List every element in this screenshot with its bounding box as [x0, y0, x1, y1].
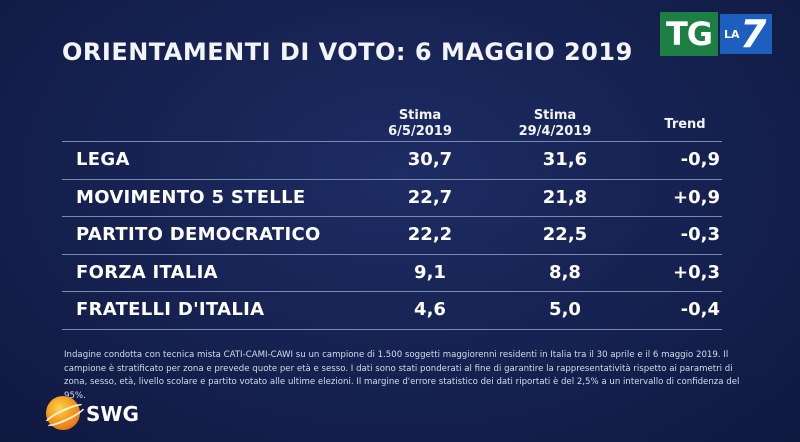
value-trend: +0,9	[673, 187, 720, 208]
column-header-line2: 29/4/2019	[518, 124, 592, 139]
value-stima-29-4-2019: 8,8	[549, 262, 581, 283]
value-trend: -0,9	[680, 149, 720, 170]
table-row-divider	[62, 291, 722, 292]
value-stima-29-4-2019: 5,0	[549, 299, 581, 320]
value-trend: +0,3	[673, 262, 720, 283]
column-header-line1: Stima	[533, 108, 577, 123]
party-name: PARTITO DEMOCRATICO	[76, 224, 321, 245]
la7-logo-seven: 7	[740, 12, 767, 56]
swg-brand-text: SWG	[86, 402, 139, 426]
party-name: FRATELLI D'ITALIA	[76, 299, 265, 320]
party-name: MOVIMENTO 5 STELLE	[76, 187, 306, 208]
column-header-line1: Stima	[398, 108, 442, 123]
value-trend: -0,4	[680, 299, 720, 320]
swg-globe-icon	[46, 396, 80, 430]
table-row-divider	[62, 254, 722, 255]
value-stima-6-5-2019: 30,7	[407, 149, 453, 170]
value-stima-6-5-2019: 22,2	[407, 224, 453, 245]
column-header-line2: 6/5/2019	[388, 124, 452, 139]
party-name: FORZA ITALIA	[76, 262, 218, 283]
column-header-trend: Trend	[640, 117, 730, 133]
value-stima-29-4-2019: 21,8	[542, 187, 588, 208]
table-row-divider	[62, 216, 722, 217]
table-row-divider	[62, 329, 722, 330]
table-row-divider	[62, 141, 722, 142]
column-header-stima-current: Stima 6/5/2019	[365, 108, 475, 140]
la7-logo-mark: LA 7	[720, 12, 772, 56]
value-stima-6-5-2019: 22,7	[407, 187, 453, 208]
party-name: LEGA	[76, 149, 130, 170]
tg-la7-logo: TG LA 7	[660, 12, 772, 60]
page-title: ORIENTAMENTI DI VOTO: 6 MAGGIO 2019	[62, 38, 633, 66]
value-stima-6-5-2019: 4,6	[414, 299, 446, 320]
column-header-line1: Trend	[664, 117, 706, 132]
column-header-stima-previous: Stima 29/4/2019	[495, 108, 615, 140]
swg-logo: SWG	[46, 396, 156, 432]
value-stima-29-4-2019: 22,5	[542, 224, 588, 245]
value-trend: -0,3	[680, 224, 720, 245]
table-row-divider	[62, 179, 722, 180]
value-stima-29-4-2019: 31,6	[542, 149, 588, 170]
tg-logo-mark: TG	[660, 12, 718, 56]
methodology-footnote: Indagine condotta con tecnica mista CATI…	[64, 350, 740, 401]
la7-logo-la: LA	[724, 28, 740, 41]
value-stima-6-5-2019: 9,1	[414, 262, 446, 283]
